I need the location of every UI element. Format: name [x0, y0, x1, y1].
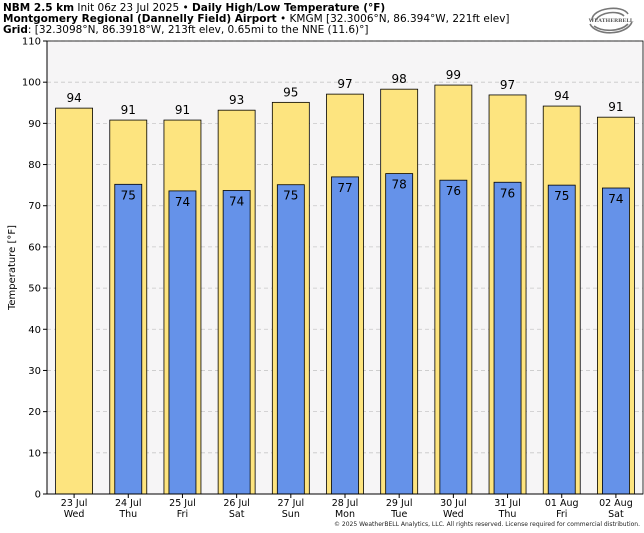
y-tick-label: 40 — [28, 325, 41, 336]
x-tick-date: 01 Aug — [545, 498, 579, 509]
copyright-notice: © 2025 WeatherBELL Analytics, LLC. All r… — [334, 521, 640, 528]
y-axis: 0 10 20 30 40 50 60 70 80 90 100 110 — [22, 37, 48, 501]
station-coords: • KMGM [32.3006°N, 86.394°W, 221ft elev] — [276, 13, 510, 25]
low-temp-bar — [493, 181, 522, 495]
header-line-1: NBM 2.5 km Init 06z 23 Jul 2025 • Daily … — [3, 2, 385, 14]
y-tick-label: 50 — [28, 284, 41, 295]
x-tick-weekday: Sat — [608, 509, 624, 520]
high-temp-label: 97 — [337, 77, 352, 91]
low-temp-label: 78 — [392, 178, 407, 192]
y-tick-label: 100 — [22, 78, 41, 89]
y-tick-label: 30 — [28, 366, 41, 377]
low-temp-label: 77 — [337, 181, 352, 195]
x-tick-weekday: Mon — [335, 509, 355, 520]
low-temp-label: 75 — [554, 189, 569, 203]
grid-coords: : [32.3098°N, 86.3918°W, 213ft elev, 0.6… — [27, 24, 369, 36]
y-axis-label: Temperature [°F] — [7, 225, 18, 311]
x-tick-date: 25 Jul — [169, 498, 196, 509]
logo-wordmark: WEATHERBELL — [588, 18, 634, 24]
y-tick-label: 0 — [35, 490, 41, 501]
high-temp-label: 93 — [229, 93, 244, 107]
x-tick-date: 29 Jul — [386, 498, 413, 509]
bars: 94 91 75 91 74 93 74 95 75 97 77 98 78 99 76 97 76 94 75 91… — [55, 68, 635, 495]
x-tick-date: 30 Jul — [440, 498, 467, 509]
header-line-3: Grid: [32.3098°N, 86.3918°W, 213ft elev,… — [3, 24, 368, 36]
low-temp-bar — [114, 183, 143, 495]
high-temp-label: 94 — [554, 89, 569, 103]
y-tick-label: 110 — [22, 37, 41, 48]
x-tick-weekday: Thu — [498, 509, 517, 520]
high-temp-label: 97 — [500, 78, 515, 92]
low-temp-bar — [547, 184, 576, 495]
high-temp-label: 91 — [121, 103, 136, 117]
x-tick-weekday: Wed — [443, 509, 464, 520]
high-temp-label: 91 — [175, 103, 190, 117]
low-temp-bar — [276, 184, 305, 495]
y-tick-label: 90 — [28, 119, 41, 130]
low-temp-bar — [439, 179, 468, 495]
x-tick-date: 23 Jul — [61, 498, 88, 509]
low-temp-label: 75 — [121, 188, 136, 202]
low-temp-label: 75 — [283, 189, 298, 203]
x-tick-date: 02 Aug — [599, 498, 633, 509]
low-temp-label: 74 — [229, 194, 244, 208]
low-temp-bar — [602, 187, 630, 495]
high-temp-label: 94 — [66, 91, 81, 105]
x-tick-weekday: Tue — [390, 509, 407, 520]
low-temp-label: 74 — [608, 192, 623, 206]
x-tick-weekday: Fri — [556, 509, 567, 520]
high-temp-bar — [55, 107, 93, 495]
x-tick-weekday: Wed — [64, 509, 85, 520]
station-name: Montgomery Regional (Dannelly Field) Air… — [3, 13, 277, 25]
chart-title: Daily High/Low Temperature (°F) — [192, 2, 386, 14]
init-time: Init 06z 23 Jul 2025 • — [74, 2, 193, 14]
y-tick-label: 80 — [28, 160, 41, 171]
high-temp-label: 91 — [608, 100, 623, 114]
x-tick-date: 31 Jul — [494, 498, 521, 509]
swirl-icon — [589, 7, 633, 34]
weatherbell-logo: WEATHERBELL — [588, 7, 634, 34]
low-temp-bar — [168, 190, 197, 495]
low-temp-bar — [222, 190, 251, 495]
low-temp-label: 74 — [175, 195, 190, 209]
x-tick-weekday: Thu — [118, 509, 137, 520]
y-tick-label: 20 — [28, 407, 41, 418]
x-tick-weekday: Fri — [177, 509, 188, 520]
header-line-2: Montgomery Regional (Dannelly Field) Air… — [3, 13, 510, 25]
x-tick-date: 26 Jul — [223, 498, 250, 509]
plot-frame — [46, 40, 644, 495]
x-tick-date: 28 Jul — [332, 498, 359, 509]
low-temp-bar — [331, 176, 359, 495]
y-tick-label: 70 — [28, 201, 41, 212]
low-temp-label: 76 — [446, 184, 461, 198]
low-temp-label: 76 — [500, 186, 515, 200]
high-temp-label: 98 — [392, 72, 407, 86]
x-tick-weekday: Sun — [282, 509, 300, 520]
high-temp-label: 95 — [283, 85, 298, 99]
high-temp-label: 99 — [446, 68, 461, 82]
y-tick-label: 60 — [28, 242, 41, 253]
x-tick-date: 27 Jul — [278, 498, 305, 509]
grid-label: Grid — [3, 24, 28, 36]
x-tick-weekday: Sat — [229, 509, 245, 520]
low-temp-bar — [385, 173, 414, 495]
x-tick-date: 24 Jul — [115, 498, 142, 509]
model-name: NBM 2.5 km — [3, 2, 75, 14]
y-tick-label: 10 — [28, 448, 41, 459]
